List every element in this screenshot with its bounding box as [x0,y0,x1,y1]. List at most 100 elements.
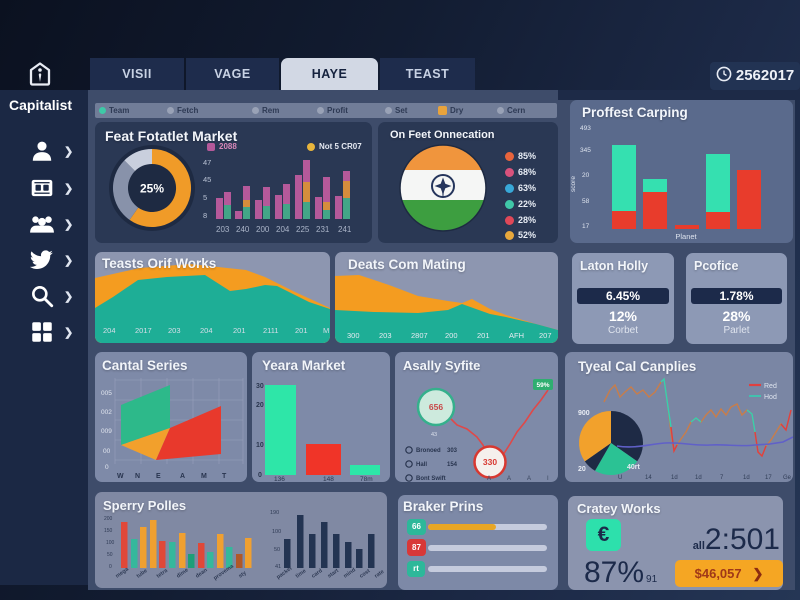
svg-text:100: 100 [272,529,281,535]
svg-text:10: 10 [256,442,264,449]
svg-text:190: 190 [270,510,279,516]
svg-text:200: 200 [256,225,270,234]
svg-text:cost: cost [359,568,372,579]
svg-text:136: 136 [274,476,285,482]
svg-text:005: 005 [101,390,112,397]
svg-text:0: 0 [258,472,262,479]
svg-text:2807: 2807 [411,331,428,340]
svg-text:207: 207 [539,331,552,340]
svg-text:dean: dean [195,567,209,580]
svg-text:204: 204 [103,326,116,335]
svg-text:I: I [547,476,549,482]
svg-text:tetra: tetra [156,567,170,579]
svg-text:002: 002 [101,409,112,416]
svg-text:T: T [222,473,227,480]
svg-text:dime: dime [176,567,190,579]
svg-text:AFH: AFH [509,331,524,340]
svg-text:5: 5 [203,193,207,202]
svg-text:1d: 1d [695,475,702,481]
svg-text:2017: 2017 [135,326,152,335]
svg-text:E: E [156,473,161,480]
svg-text:656: 656 [429,402,443,412]
svg-text:1d: 1d [743,475,750,481]
svg-text:7: 7 [720,475,724,481]
svg-text:50: 50 [274,547,280,553]
svg-text:493: 493 [580,125,591,132]
svg-text:41: 41 [275,564,281,570]
svg-text:W: W [117,473,124,480]
svg-text:Planet: Planet [675,232,697,241]
svg-text:U: U [618,475,622,481]
svg-text:M: M [201,473,207,480]
svg-text:900: 900 [578,410,590,417]
svg-text:204: 204 [276,225,290,234]
svg-text:009: 009 [101,428,112,435]
svg-text:200: 200 [445,331,458,340]
svg-text:345: 345 [580,147,591,154]
svg-text:20: 20 [582,172,590,179]
svg-text:17: 17 [765,475,772,481]
svg-text:A: A [180,473,185,480]
svg-text:240: 240 [236,225,250,234]
svg-text:time: time [295,568,308,579]
svg-text:43: 43 [431,432,437,438]
svg-text:score: score [570,176,577,192]
svg-text:200: 200 [104,516,113,522]
svg-text:203: 203 [379,331,392,340]
svg-text:14: 14 [645,475,652,481]
svg-text:A: A [507,476,511,482]
svg-text:241: 241 [338,225,352,234]
svg-text:78m: 78m [360,476,373,482]
svg-text:45: 45 [203,175,211,184]
svg-text:231: 231 [316,225,330,234]
svg-text:25%: 25% [140,182,164,196]
svg-text:300: 300 [347,331,360,340]
svg-text:148: 148 [323,476,334,482]
svg-text:150: 150 [104,528,113,534]
svg-text:303: 303 [447,448,458,454]
svg-text:A: A [527,476,531,482]
svg-text:mega: mega [115,566,131,580]
svg-text:Red: Red [764,383,777,390]
svg-text:58: 58 [582,198,590,205]
svg-text:59%: 59% [536,382,549,389]
svg-text:47: 47 [203,158,211,167]
svg-text:provema: provema [213,563,236,582]
svg-text:204: 204 [200,326,213,335]
svg-text:start: start [327,568,340,580]
svg-text:201: 201 [233,326,246,335]
svg-text:card: card [311,568,324,580]
svg-text:Bont Swift: Bont Swift [416,476,446,482]
svg-text:201: 201 [295,326,308,335]
svg-text:tube: tube [136,568,149,580]
svg-text:sty: sty [238,570,249,580]
svg-text:Hod: Hod [764,394,777,401]
svg-text:100: 100 [106,540,115,546]
svg-text:154: 154 [447,462,458,468]
svg-text:M: M [323,326,329,335]
svg-text:20: 20 [256,402,264,409]
svg-text:2111: 2111 [263,326,279,335]
svg-text:rate: rate [374,569,386,580]
svg-text:Bronoed: Bronoed [416,448,441,454]
svg-text:Hall: Hall [416,462,427,468]
svg-text:50: 50 [107,552,113,558]
svg-text:40rt: 40rt [627,464,641,471]
svg-text:1d: 1d [671,475,678,481]
svg-text:00: 00 [103,448,111,455]
svg-text:330: 330 [483,457,497,467]
svg-text:203: 203 [168,326,181,335]
svg-text:A: A [487,476,491,482]
svg-text:0: 0 [109,564,112,570]
svg-text:30: 30 [256,383,264,390]
svg-text:0: 0 [105,464,109,471]
svg-text:225: 225 [296,225,310,234]
svg-text:201: 201 [477,331,490,340]
svg-text:Ge: Ge [783,475,792,481]
svg-text:mind: mind [343,567,357,579]
svg-text:17: 17 [582,223,590,230]
svg-text:N: N [135,473,140,480]
svg-text:8: 8 [203,211,207,220]
svg-text:203: 203 [216,225,230,234]
svg-text:20: 20 [578,466,586,473]
